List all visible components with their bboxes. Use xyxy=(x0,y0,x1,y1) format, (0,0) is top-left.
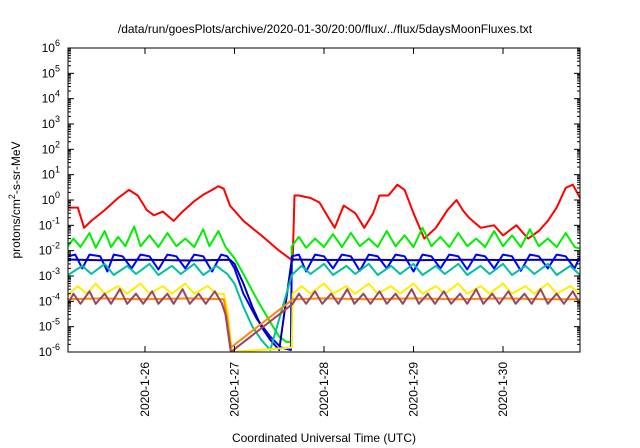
x-tick-label: 2020-1-27 xyxy=(227,362,241,417)
y-tick-exponent: -6 xyxy=(52,342,60,352)
y-tick-base: 10 xyxy=(39,345,53,359)
y-tick-exponent: -2 xyxy=(52,241,60,251)
y-tick-exponent: 1 xyxy=(55,165,60,175)
series-line-2 xyxy=(68,253,580,351)
y-tick-exponent: -4 xyxy=(52,291,60,301)
y-axis: 10-610-510-410-310-210-11001011021031041… xyxy=(39,38,580,359)
y-axis-label: protons/cm2-s-sr-MeV xyxy=(7,141,23,258)
y-axis-label-unit: -s-sr-MeV xyxy=(9,141,23,194)
y-tick-exponent: -5 xyxy=(52,317,60,327)
y-tick-base: 10 xyxy=(39,269,53,283)
y-tick-label: 104 xyxy=(42,89,60,106)
series-line-4 xyxy=(68,262,580,351)
y-tick-label: 105 xyxy=(42,63,60,80)
y-tick-label: 102 xyxy=(42,139,60,156)
y-tick-exponent: -3 xyxy=(52,266,60,276)
svg-text:protons/cm2-s-sr-MeV: protons/cm2-s-sr-MeV xyxy=(7,141,23,258)
y-tick-exponent: 2 xyxy=(55,139,60,149)
y-tick-exponent: 0 xyxy=(55,190,60,200)
y-tick-base: 10 xyxy=(39,218,53,232)
y-tick-base: 10 xyxy=(42,66,56,80)
series-line-0 xyxy=(68,183,580,262)
y-tick-label: 101 xyxy=(42,165,60,182)
x-tick-label: 2020-1-28 xyxy=(317,362,331,417)
series-line-1 xyxy=(68,225,580,343)
y-tick-label: 106 xyxy=(42,38,60,55)
series-line-6 xyxy=(68,297,580,349)
y-tick-base: 10 xyxy=(42,117,56,131)
x-tick-label: 2020-1-26 xyxy=(138,362,152,417)
y-tick-base: 10 xyxy=(42,142,56,156)
series-line-3 xyxy=(68,258,580,351)
y-axis-label-exponent: 2 xyxy=(7,194,17,199)
y-tick-base: 10 xyxy=(39,244,53,258)
x-axis: 2020-1-26 2020-1-27 2020-1-28 2020-1-29 2020… xyxy=(138,48,510,417)
y-tick-exponent: 4 xyxy=(55,89,60,99)
y-tick-label: 10-1 xyxy=(39,215,60,232)
y-tick-label: 100 xyxy=(42,190,60,207)
y-tick-exponent: 5 xyxy=(55,63,60,73)
y-tick-label: 10-2 xyxy=(39,241,60,258)
y-tick-label: 103 xyxy=(42,114,60,131)
y-tick-label: 10-4 xyxy=(39,291,60,308)
x-tick-label: 2020-1-30 xyxy=(496,362,510,417)
y-tick-base: 10 xyxy=(42,41,56,55)
y-tick-base: 10 xyxy=(42,92,56,106)
y-tick-exponent: 3 xyxy=(55,114,60,124)
y-tick-label: 10-5 xyxy=(39,317,60,334)
y-tick-label: 10-6 xyxy=(39,342,60,359)
y-tick-label: 10-3 xyxy=(39,266,60,283)
chart-title: /data/run/goesPlots/archive/2020-01-30/2… xyxy=(118,22,533,36)
y-tick-base: 10 xyxy=(42,193,56,207)
series-line-5 xyxy=(68,282,580,352)
series-line-7 xyxy=(68,288,580,352)
y-tick-base: 10 xyxy=(39,320,53,334)
series-layer xyxy=(68,183,580,352)
plot-frame xyxy=(67,47,581,353)
y-axis-label-main: protons/cm xyxy=(9,199,23,258)
y-tick-exponent: -1 xyxy=(52,215,60,225)
y-tick-base: 10 xyxy=(42,168,56,182)
x-axis-label: Coordinated Universal Time (UTC) xyxy=(232,431,416,445)
y-tick-base: 10 xyxy=(39,294,53,308)
x-tick-label: 2020-1-29 xyxy=(407,362,421,417)
y-tick-exponent: 6 xyxy=(55,38,60,48)
